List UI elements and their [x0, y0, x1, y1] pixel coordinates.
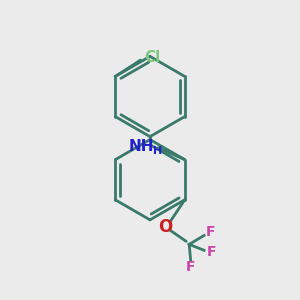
- Text: H: H: [153, 146, 163, 156]
- Text: NH: NH: [129, 139, 154, 154]
- Text: Cl: Cl: [144, 50, 160, 64]
- Text: F: F: [207, 245, 216, 259]
- Text: F: F: [186, 260, 195, 274]
- Text: F: F: [205, 226, 215, 239]
- Text: O: O: [158, 218, 172, 236]
